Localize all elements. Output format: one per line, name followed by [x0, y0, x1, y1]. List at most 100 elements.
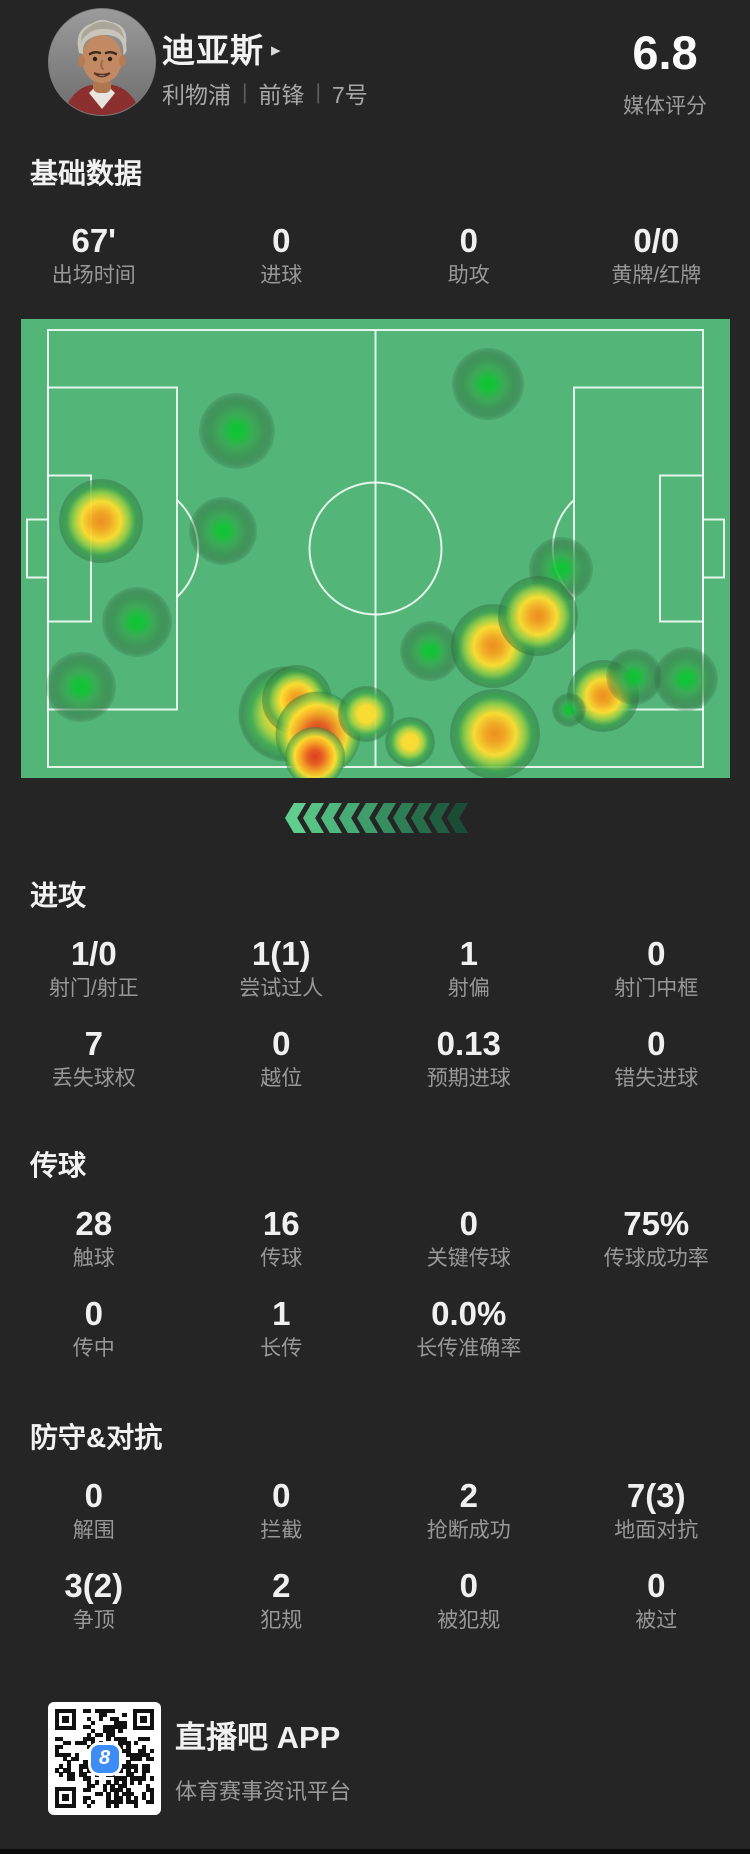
stat-value: 16: [262, 1205, 300, 1242]
meta-separator: |: [242, 81, 248, 104]
stat-label: 长传: [260, 1337, 303, 1360]
stat-value: 0: [272, 1477, 291, 1514]
stat-value: 7: [84, 1025, 103, 1062]
stat-xg: 0.13 预期进球: [375, 1024, 563, 1092]
stat-value: 75%: [623, 1205, 690, 1242]
stat-key-passes: 0 关键传球: [375, 1204, 563, 1272]
expand-arrow-icon: ▸: [271, 39, 281, 61]
section-title-attack: 进攻: [30, 880, 87, 911]
attack-stats-grid: 1/0 射门/射正 1(1) 尝试过人 1 射偏 0 射门中框 7 丢失球权 0 越位 0.13 预期进球…: [0, 934, 750, 1092]
player-heatmap-pitch: [20, 319, 730, 778]
heat-spot-yellow: [337, 686, 394, 743]
stat-value: 0: [84, 1477, 103, 1514]
stat-label: 长传准确率: [416, 1337, 522, 1360]
stat-value: 0: [459, 222, 478, 259]
stat-dribbles: 1(1) 尝试过人: [188, 934, 376, 1002]
app-name: 直播吧 APP: [175, 1719, 341, 1755]
heat-spot-yellow: [385, 717, 436, 768]
stat-value: 67': [71, 222, 117, 259]
stat-value: 0: [459, 1205, 478, 1242]
media-rating-block: 6.8 媒体评分: [623, 28, 707, 120]
qr-finder-pattern: [133, 1709, 154, 1730]
stat-value: 1/0: [70, 935, 117, 972]
heat-spot-red: [284, 727, 345, 778]
stat-minutes: 67' 出场时间: [0, 221, 188, 289]
stat-value: 0: [647, 1567, 666, 1604]
app-qr-code: 8: [48, 1702, 161, 1815]
stat-value: 0: [647, 935, 666, 972]
stat-goals: 0 进球: [188, 221, 376, 289]
team-name: 利物浦: [162, 82, 231, 108]
stat-label: 被过: [635, 1609, 678, 1632]
chevron-left-icon: [393, 803, 414, 833]
heat-spot-orange: [59, 478, 144, 563]
stat-value: 0.13: [436, 1025, 501, 1062]
stat-value: 0/0: [633, 222, 680, 259]
stat-value: 0.0%: [431, 1295, 507, 1332]
stat-pass-accuracy: 75% 传球成功率: [563, 1204, 750, 1272]
stat-clearances: 0 解围: [0, 1476, 188, 1544]
player-name-row[interactable]: 迪亚斯 ▸: [162, 24, 281, 72]
media-rating-label: 媒体评分: [623, 95, 707, 118]
stat-offsides: 0 越位: [188, 1024, 376, 1092]
heat-spot-green: [188, 497, 257, 566]
stat-cards: 0/0 黄牌/红牌: [563, 221, 750, 289]
stat-chances-missed: 0 错失进球: [563, 1024, 750, 1092]
section-title-passing: 传球: [30, 1150, 87, 1181]
heat-spot-green: [452, 348, 525, 421]
stat-value: 1(1): [251, 935, 311, 972]
player-number: 7号: [331, 82, 368, 108]
basic-stats-grid: 67' 出场时间 0 进球 0 助攻 0/0 黄牌/红牌: [0, 221, 750, 289]
player-portrait-illustration: [49, 9, 155, 115]
player-avatar[interactable]: [48, 8, 156, 116]
player-header: 迪亚斯 ▸ 利物浦 | 前锋 | 7号 6.8 媒体评分: [0, 0, 750, 128]
stat-touches: 28 触球: [0, 1204, 188, 1272]
stat-value: 0: [647, 1025, 666, 1062]
stat-passes: 16 传球: [188, 1204, 376, 1272]
stat-fouled: 0 被犯规: [375, 1566, 563, 1634]
stat-label: 助攻: [447, 264, 490, 287]
app-promo-footer: 8 直播吧 APP 体育赛事资讯平台: [0, 1702, 750, 1815]
stat-value: 2: [272, 1567, 291, 1604]
section-title-basic: 基础数据: [30, 158, 143, 189]
stat-possession-lost: 7 丢失球权: [0, 1024, 188, 1092]
heat-spot-green: [654, 646, 719, 711]
heat-spot-orange: [498, 575, 579, 656]
player-position: 前锋: [258, 82, 305, 108]
stat-crosses: 0 传中: [0, 1294, 188, 1362]
stat-shots: 1/0 射门/射正: [0, 934, 188, 1002]
stat-label: 拦截: [260, 1519, 303, 1542]
heat-spot-green: [399, 620, 460, 681]
chevron-left-icon: [285, 803, 306, 833]
stat-shots-off: 1 射偏: [375, 934, 563, 1002]
stat-label: 射门中框: [614, 977, 699, 1000]
qr-finder-pattern: [55, 1709, 76, 1730]
stat-label: 传球: [260, 1247, 303, 1270]
passing-stats-grid: 28 触球 16 传球 0 关键传球 75% 传球成功率 0 传中 1 长传 0.0% 长传准确率: [0, 1204, 750, 1362]
stat-label: 传中: [72, 1337, 115, 1360]
stat-value: 1: [459, 935, 478, 972]
stat-value: 0: [272, 1025, 291, 1062]
stat-label: 解围: [72, 1519, 115, 1542]
stat-value: 0: [272, 222, 291, 259]
section-title-defense: 防守&对抗: [30, 1422, 163, 1453]
meta-separator: |: [315, 81, 321, 104]
heat-spot-green: [46, 652, 117, 723]
heat-spot-green: [552, 693, 587, 728]
stat-label: 射偏: [447, 977, 490, 1000]
chevron-left-icon: [375, 803, 396, 833]
stat-value: 0: [84, 1295, 103, 1332]
stat-label: 地面对抗: [614, 1519, 699, 1542]
stat-value: 1: [272, 1295, 291, 1332]
stat-label: 越位: [260, 1067, 303, 1090]
stat-woodwork: 0 射门中框: [563, 934, 750, 1002]
stat-value: 2: [459, 1477, 478, 1514]
chevron-left-icon: [321, 803, 342, 833]
heat-spot-green: [199, 392, 276, 469]
footer-text-block: 直播吧 APP 体育赛事资讯平台: [175, 1712, 351, 1806]
stat-fouls: 2 犯规: [188, 1566, 376, 1634]
stat-label: 出场时间: [51, 264, 136, 287]
heat-spot-green: [605, 649, 662, 706]
stat-value: 3(2): [64, 1567, 124, 1604]
